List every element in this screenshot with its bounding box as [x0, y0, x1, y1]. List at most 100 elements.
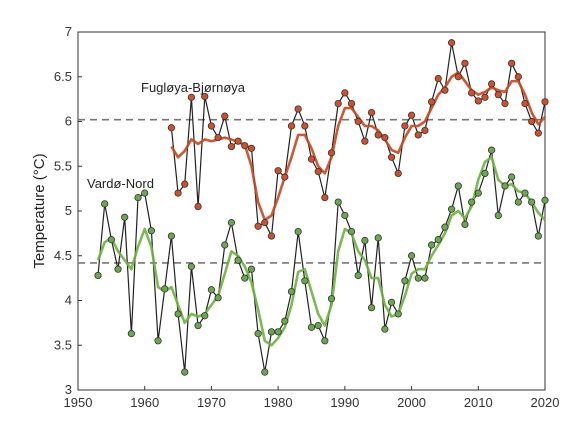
data-point-vardo: [427, 241, 436, 249]
data-point-vardo: [241, 274, 249, 282]
data-point-vardo: [114, 265, 122, 273]
data-point-fugloya: [347, 100, 356, 108]
data-point-vardo: [367, 304, 376, 312]
data-point-fugloya: [261, 219, 269, 227]
data-point-vardo: [307, 323, 316, 331]
data-point-vardo: [274, 328, 282, 336]
data-point-vardo: [407, 252, 416, 260]
data-point-vardo: [314, 321, 322, 330]
data-point-vardo: [494, 211, 502, 220]
data-point-fugloya: [194, 202, 202, 211]
data-point-vardo: [441, 223, 449, 231]
data-point-fugloya: [461, 59, 469, 67]
data-point-fugloya: [421, 126, 429, 135]
data-point-fugloya: [201, 92, 209, 101]
data-point-fugloya: [514, 73, 522, 81]
data-point-fugloya: [207, 122, 216, 130]
data-point-vardo: [94, 271, 102, 280]
data-point-vardo: [468, 198, 476, 206]
data-point-vardo: [187, 262, 196, 271]
data-point-vardo: [321, 337, 329, 345]
data-point-vardo: [101, 200, 109, 208]
data-point-fugloya: [454, 73, 462, 81]
series-layer: [94, 39, 549, 376]
data-point-vardo: [354, 271, 362, 280]
y-axis-label: Temperature (°C): [31, 153, 48, 268]
data-point-fugloya: [427, 98, 436, 106]
data-point-vardo: [474, 189, 482, 197]
data-point-vardo: [261, 368, 269, 376]
annotation-vardo: Vardø-Nord: [87, 176, 154, 191]
data-point-vardo: [294, 227, 302, 236]
data-point-fugloya: [534, 129, 542, 137]
data-point-fugloya: [247, 144, 256, 152]
data-point-fugloya: [327, 149, 336, 157]
data-point-fugloya: [494, 91, 502, 99]
reference-lines: [78, 118, 545, 264]
data-point-vardo: [481, 169, 489, 178]
data-point-vardo: [214, 294, 222, 302]
data-point-vardo: [167, 232, 175, 240]
data-point-vardo: [234, 256, 242, 264]
data-point-fugloya: [281, 173, 289, 181]
data-point-fugloya: [354, 117, 362, 126]
data-point-vardo: [347, 227, 356, 236]
data-point-vardo: [334, 198, 342, 206]
data-point-fugloya: [528, 117, 536, 126]
data-point-vardo: [227, 219, 236, 227]
data-point-vardo: [501, 182, 509, 190]
data-point-vardo: [327, 295, 336, 303]
data-point-fugloya: [387, 153, 396, 161]
data-point-vardo: [514, 198, 522, 206]
data-point-fugloya: [481, 93, 489, 101]
data-point-vardo: [121, 213, 129, 221]
data-point-fugloya: [394, 169, 402, 178]
data-point-fugloya: [267, 232, 276, 240]
data-point-vardo: [201, 312, 209, 320]
data-point-fugloya: [374, 131, 382, 139]
data-point-fugloya: [274, 167, 282, 175]
data-point-fugloya: [181, 180, 189, 188]
data-point-fugloya: [221, 112, 229, 120]
data-point-vardo: [141, 189, 149, 197]
smoothed-line-fugloya: [170, 71, 546, 222]
data-point-vardo: [381, 325, 389, 333]
data-point-fugloya: [314, 168, 322, 176]
x-tick-label: 2000: [397, 395, 426, 410]
x-tick-label: 1950: [64, 395, 93, 410]
data-point-fugloya: [334, 100, 342, 108]
data-point-fugloya: [468, 89, 476, 97]
data-point-vardo: [461, 220, 469, 229]
data-point-vardo: [281, 317, 289, 325]
data-point-vardo: [181, 368, 189, 376]
data-point-vardo: [174, 310, 182, 318]
annotation-fugloya: Fugløya-Bjørnøya: [141, 80, 246, 95]
x-tick-label: 2020: [531, 395, 560, 410]
data-point-fugloya: [227, 142, 236, 151]
data-point-fugloya: [294, 105, 302, 113]
data-point-fugloya: [501, 100, 509, 108]
data-point-fugloya: [214, 134, 222, 142]
data-point-fugloya: [287, 122, 296, 130]
data-point-fugloya: [174, 189, 182, 197]
y-tick-label: 6: [65, 114, 72, 129]
data-point-fugloya: [401, 122, 409, 130]
data-point-vardo: [287, 287, 296, 296]
data-point-vardo: [521, 189, 529, 197]
y-tick-label: 3.5: [54, 337, 72, 352]
data-point-fugloya: [447, 39, 456, 47]
data-point-vardo: [401, 277, 409, 285]
data-point-fugloya: [521, 100, 529, 108]
x-tick-label: 1970: [197, 395, 226, 410]
y-tick-label: 4.5: [54, 248, 72, 263]
data-point-vardo: [447, 205, 456, 213]
data-point-vardo: [154, 337, 162, 345]
y-tick-label: 3: [65, 382, 72, 397]
data-point-fugloya: [187, 93, 196, 101]
data-point-vardo: [161, 285, 169, 293]
data-point-fugloya: [254, 222, 262, 230]
data-point-vardo: [267, 328, 276, 336]
x-tick-label: 1980: [264, 395, 293, 410]
data-point-vardo: [541, 196, 549, 204]
